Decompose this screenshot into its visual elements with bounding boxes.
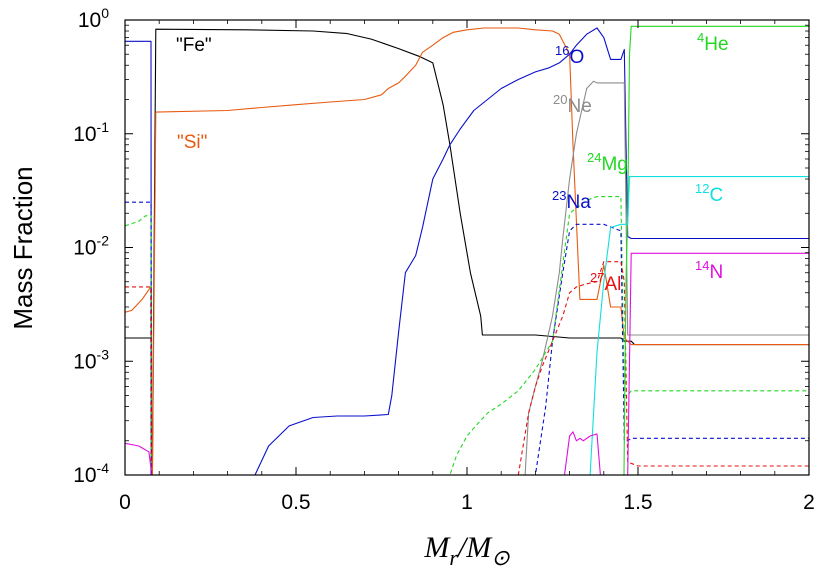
y-tick-label: 10-2 — [73, 233, 109, 260]
series-line-al27 — [125, 261, 809, 475]
y-tick-label: 100 — [78, 5, 109, 32]
x-tick-label: 0.5 — [281, 491, 310, 514]
label-na23: 23Na — [552, 188, 591, 213]
label-si: "Si" — [177, 132, 207, 153]
annotation-layer: "Fe" "Si" 16O 20Ne 24Mg 23Na 27Al 4He 12C 14N — [176, 30, 729, 295]
series-line-na23 — [125, 201, 809, 475]
x-tick-label: 0 — [119, 491, 131, 514]
y-axis-title: Mass Fraction — [8, 166, 38, 329]
label-n14: 14N — [695, 258, 723, 283]
series-line-c12 — [589, 176, 809, 475]
x-tick-label: 1 — [461, 491, 473, 514]
y-tick-label: 10-3 — [73, 346, 109, 373]
label-mg24: 24Mg — [587, 150, 628, 175]
series-line-mg24 — [125, 196, 809, 475]
series-layer — [125, 25, 809, 475]
series-line-o16 — [125, 27, 809, 475]
label-o16: 16O — [555, 43, 584, 68]
series-line-he4 — [623, 25, 809, 475]
series-line-n14 — [125, 252, 809, 475]
tick-layer: 0 0.5 1 1.5 2 100 10-1 10-2 10-3 10-4 — [73, 5, 815, 514]
series-line-si — [125, 27, 809, 475]
label-c12: 12C — [695, 181, 723, 206]
y-tick-label: 10-1 — [73, 119, 109, 146]
x-tick-label: 1.5 — [623, 491, 652, 514]
label-fe: "Fe" — [176, 35, 212, 56]
label-he4: 4He — [697, 30, 729, 55]
label-ne20: 20Ne — [553, 92, 592, 117]
y-tick-label: 10-4 — [73, 460, 109, 487]
series-line-ne20 — [524, 80, 809, 475]
x-tick-label: 2 — [803, 491, 815, 514]
x-axis-title: Mr/M⊙ — [423, 531, 510, 570]
label-al27: 27Al — [590, 270, 621, 295]
